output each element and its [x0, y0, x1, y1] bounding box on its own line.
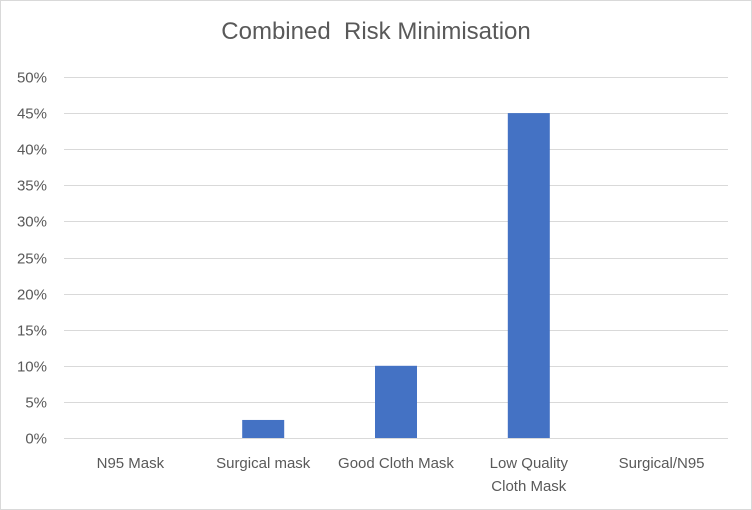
- x-category-label: Good Cloth Mask: [338, 455, 454, 472]
- y-tick-label: 5%: [25, 395, 47, 412]
- x-category-label: Surgical/N95: [619, 455, 705, 472]
- y-tick-label: 40%: [17, 142, 47, 159]
- bar: [375, 365, 417, 438]
- chart-title: Combined Risk Minimisation: [221, 18, 531, 45]
- x-category-label: N95 Mask: [97, 455, 165, 472]
- x-axis-labels: N95 Mask Surgical mask Good Cloth Mask Low …: [97, 455, 705, 495]
- y-axis-ticks: 0% 5% 10% 15% 20% 25% 30% 35% 40% 45% 50%: [17, 70, 47, 448]
- bar: [242, 419, 285, 438]
- y-tick-label: 15%: [17, 323, 47, 340]
- y-tick-label: 35%: [17, 178, 47, 195]
- bars: [242, 113, 550, 438]
- x-category-label: Surgical mask: [216, 455, 311, 472]
- bar: [507, 113, 550, 438]
- y-tick-label: 30%: [17, 214, 47, 231]
- x-category-label: Cloth Mask: [491, 478, 567, 495]
- y-tick-label: 0%: [25, 431, 47, 448]
- y-tick-label: 25%: [17, 251, 47, 268]
- gridlines: [64, 77, 728, 439]
- y-tick-label: 10%: [17, 359, 47, 376]
- y-tick-label: 45%: [17, 106, 47, 123]
- x-category-label: Low Quality: [490, 455, 569, 472]
- y-tick-label: 50%: [17, 70, 47, 87]
- y-tick-label: 20%: [17, 287, 47, 304]
